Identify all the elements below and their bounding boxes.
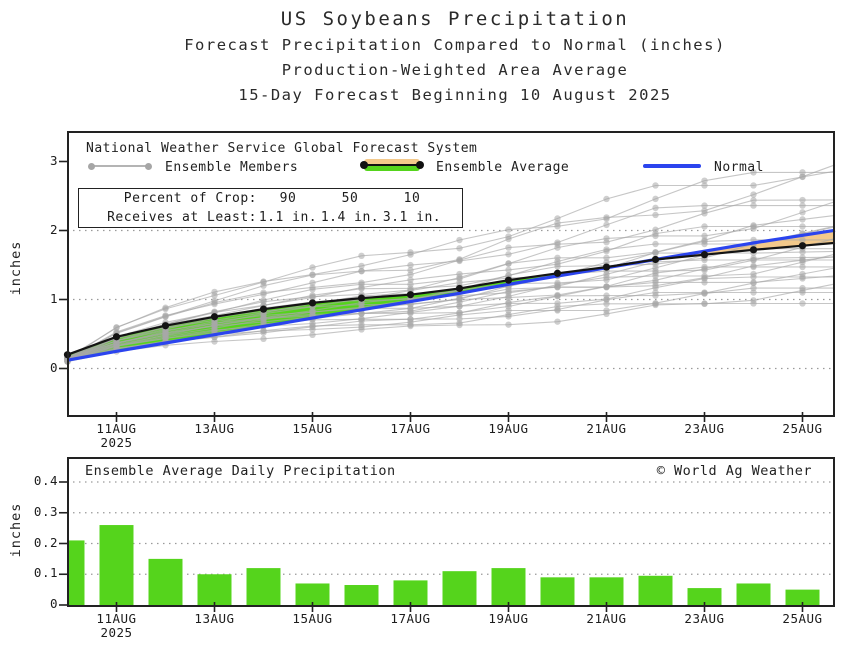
percentile-value: 50	[341, 191, 359, 206]
main-y-axis-title: inches	[8, 240, 24, 296]
bar-24AUG	[736, 583, 771, 605]
x-tick-label: 13AUG	[194, 421, 235, 436]
table-row: Receives at Least: 1.1 in. 1.4 in. 3.1 i…	[79, 210, 462, 225]
percentile-value: 90	[279, 191, 297, 206]
crop-percent-table: Percent of Crop: 90 50 10 Receives at Le…	[78, 188, 463, 228]
legend-source-line: National Weather Service Global Forecast…	[86, 141, 478, 156]
ensemble-members-swatch-icon	[88, 161, 152, 171]
ensemble-average-swatch-icon	[360, 158, 424, 172]
x-year-label: 2025	[100, 624, 133, 640]
normal-swatch-icon	[643, 164, 701, 168]
bar-19AUG	[491, 568, 526, 605]
legend-label-ensemble-members: Ensemble Members	[165, 160, 299, 175]
y-tick-label: 0.4	[33, 473, 58, 488]
x-tick-label: 21AUG	[586, 611, 627, 626]
x-tick-label: 19AUG	[488, 611, 529, 626]
x-tick-label: 17AUG	[390, 611, 431, 626]
bar-13AUG	[197, 574, 232, 605]
bar-10AUG	[67, 540, 85, 605]
bar-11AUG	[99, 525, 134, 605]
x-tick-label: 15AUG	[292, 421, 333, 436]
bar-22AUG	[638, 575, 673, 605]
x-tick-label: 11AUG	[96, 611, 137, 626]
daily-chart-plot	[59, 457, 835, 612]
amount-value: 1.1 in.	[258, 210, 318, 225]
bar-20AUG	[540, 577, 575, 605]
y-tick-label: 0.3	[33, 503, 58, 519]
x-tick-label: 23AUG	[684, 611, 725, 626]
x-tick-label: 15AUG	[292, 611, 333, 626]
watermark: © World Ag Weather	[656, 463, 812, 479]
bar-15AUG	[295, 583, 330, 605]
x-tick-label: 21AUG	[586, 421, 627, 436]
x-tick-label: 11AUG	[96, 421, 137, 436]
x-tick-label: 17AUG	[390, 421, 431, 436]
bar-25AUG	[785, 589, 820, 605]
amount-value: 3.1 in.	[382, 210, 442, 225]
legend-label-normal: Normal	[714, 160, 764, 175]
bar-23AUG	[687, 588, 722, 605]
legend-label-ensemble-average: Ensemble Average	[436, 160, 570, 175]
x-tick-label: 13AUG	[194, 611, 235, 626]
x-year-label: 2025	[100, 434, 133, 450]
main-chart-plot	[59, 131, 836, 422]
chart-subtitle-1: Forecast Precipitation Compared to Norma…	[184, 36, 726, 54]
chart-subtitle-3: 15-Day Forecast Beginning 10 August 2025	[238, 86, 672, 104]
title-block: US Soybeans Precipitation Forecast Preci…	[40, 6, 842, 108]
x-tick-label: 23AUG	[684, 421, 725, 436]
y-tick-label: 0.2	[33, 534, 58, 550]
amount-value: 1.4 in.	[320, 210, 380, 225]
y-tick-label: 2	[49, 221, 58, 237]
row-label: Percent of Crop:	[123, 191, 257, 206]
bar-18AUG	[442, 571, 477, 605]
chart-subtitle-2: Production-Weighted Area Average	[281, 61, 629, 79]
y-tick-label: 0.1	[33, 565, 58, 581]
x-tick-label: 25AUG	[782, 611, 823, 626]
y-tick-label: 3	[49, 152, 58, 168]
y-tick-label: 0	[49, 596, 58, 611]
bar-12AUG	[148, 558, 183, 605]
bar-21AUG	[589, 577, 624, 605]
percentile-value: 10	[403, 191, 421, 206]
row-label: Receives at Least:	[107, 210, 257, 225]
bar-14AUG	[246, 568, 281, 605]
y-tick-label: 0	[49, 359, 58, 375]
x-tick-label: 25AUG	[782, 421, 823, 436]
table-row: Percent of Crop: 90 50 10	[79, 191, 462, 206]
bar-17AUG	[393, 580, 428, 605]
chart-title: US Soybeans Precipitation	[280, 8, 630, 30]
bar-16AUG	[344, 585, 379, 605]
y-tick-label: 1	[49, 290, 58, 306]
daily-chart-title: Ensemble Average Daily Precipitation	[85, 463, 396, 479]
x-tick-label: 19AUG	[488, 421, 529, 436]
